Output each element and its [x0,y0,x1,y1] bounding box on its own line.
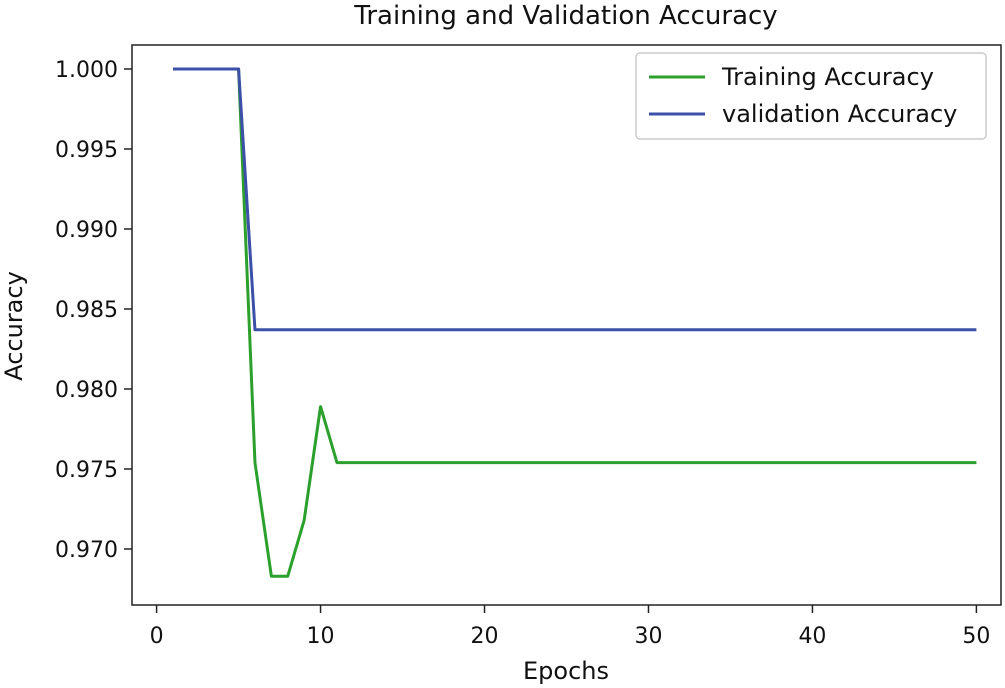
x-axis: 0 10 20 30 40 50 [150,605,990,649]
x-tick-label: 20 [471,624,499,649]
chart-title: Training and Validation Accuracy [353,1,777,31]
series-line-training-accuracy [172,67,977,578]
series-line-validation-accuracy [172,67,977,332]
legend-label-validation: validation Accuracy [722,100,957,128]
y-tick-label: 0.980 [55,378,118,403]
x-axis-label: Epochs [523,657,609,685]
x-tick-label: 30 [634,624,662,649]
y-tick-label: 0.970 [55,538,118,563]
legend-box [635,52,987,140]
x-tick-label: 10 [307,624,335,649]
x-tick-label: 50 [962,624,990,649]
legend: Training Accuracy validation Accuracy [635,52,987,140]
x-tick-label: 0 [150,624,164,649]
y-axis-label: Accuracy [0,271,28,381]
series-layer [172,67,977,578]
legend-label-training: Training Accuracy [721,63,934,91]
y-tick-label: 0.985 [55,298,118,323]
y-axis: 0.970 0.975 0.980 0.985 0.990 0.995 1.000 [55,58,132,563]
x-tick-label: 40 [798,624,826,649]
y-tick-label: 0.975 [55,458,118,483]
y-tick-label: 0.990 [55,218,118,243]
y-tick-label: 0.995 [55,138,118,163]
y-tick-label: 1.000 [55,58,118,83]
